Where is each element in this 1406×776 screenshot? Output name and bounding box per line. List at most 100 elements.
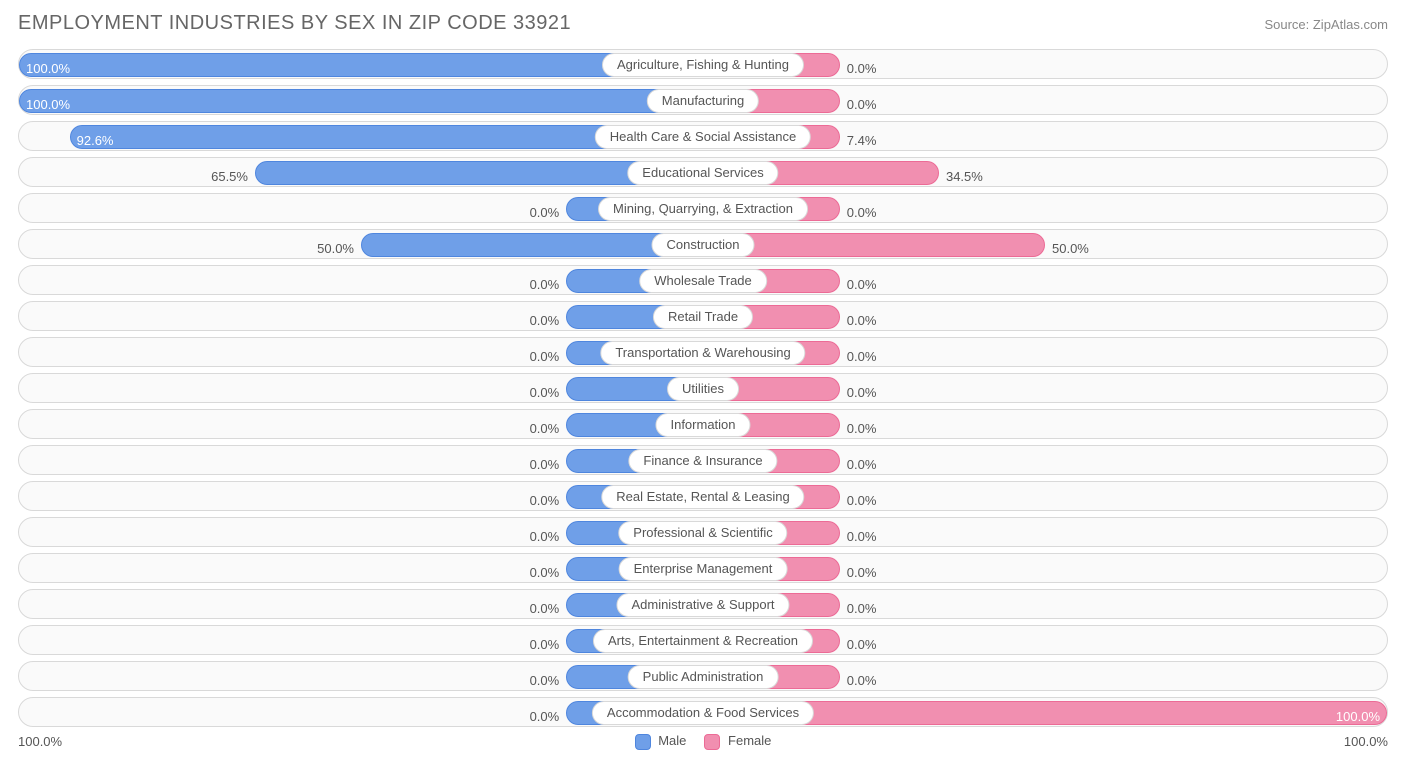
category-label: Wholesale Trade: [639, 269, 767, 293]
female-value: 0.0%: [839, 90, 877, 120]
female-value: 0.0%: [839, 270, 877, 300]
female-half: 0.0%: [703, 302, 1387, 330]
male-half: 0.0%: [19, 266, 703, 294]
male-value: 0.0%: [530, 342, 568, 372]
female-value: 0.0%: [839, 558, 877, 588]
chart-row: 0.0%0.0%Transportation & Warehousing: [18, 337, 1388, 367]
female-value: 0.0%: [839, 594, 877, 624]
male-half: 65.5%: [19, 158, 703, 186]
male-swatch-icon: [635, 734, 651, 750]
female-half: 0.0%: [703, 410, 1387, 438]
male-half: 0.0%: [19, 374, 703, 402]
male-value: 0.0%: [530, 666, 568, 696]
male-bar: 100.0%: [19, 89, 703, 113]
legend-female-label: Female: [728, 733, 771, 748]
male-half: 100.0%: [19, 86, 703, 114]
female-value: 7.4%: [839, 126, 877, 156]
chart-row: 100.0%0.0%Manufacturing: [18, 85, 1388, 115]
male-value: 0.0%: [530, 306, 568, 336]
male-value: 50.0%: [317, 234, 362, 264]
legend-male: Male: [635, 733, 687, 750]
category-label: Professional & Scientific: [618, 521, 787, 545]
female-value: 0.0%: [839, 342, 877, 372]
axis-right-label: 100.0%: [1344, 734, 1388, 749]
category-label: Educational Services: [627, 161, 778, 185]
chart-row: 0.0%0.0%Finance & Insurance: [18, 445, 1388, 475]
category-label: Utilities: [667, 377, 739, 401]
male-value: 0.0%: [530, 450, 568, 480]
chart-row: 50.0%50.0%Construction: [18, 229, 1388, 259]
chart-header: EMPLOYMENT INDUSTRIES BY SEX IN ZIP CODE…: [18, 12, 1388, 35]
male-half: 0.0%: [19, 554, 703, 582]
male-half: 0.0%: [19, 410, 703, 438]
female-swatch-icon: [704, 734, 720, 750]
female-value: 0.0%: [839, 522, 877, 552]
female-half: 0.0%: [703, 590, 1387, 618]
chart-row: 0.0%0.0%Arts, Entertainment & Recreation: [18, 625, 1388, 655]
category-label: Real Estate, Rental & Leasing: [601, 485, 804, 509]
male-half: 0.0%: [19, 662, 703, 690]
female-half: 34.5%: [703, 158, 1387, 186]
chart-row: 0.0%0.0%Mining, Quarrying, & Extraction: [18, 193, 1388, 223]
female-value: 0.0%: [839, 54, 877, 84]
male-value: 92.6%: [77, 126, 114, 156]
chart-title: EMPLOYMENT INDUSTRIES BY SEX IN ZIP CODE…: [18, 12, 571, 35]
chart-row: 0.0%0.0%Enterprise Management: [18, 553, 1388, 583]
chart-row: 0.0%0.0%Real Estate, Rental & Leasing: [18, 481, 1388, 511]
male-value: 0.0%: [530, 270, 568, 300]
female-value: 50.0%: [1044, 234, 1089, 264]
male-half: 0.0%: [19, 590, 703, 618]
category-label: Administrative & Support: [616, 593, 789, 617]
chart-row: 0.0%0.0%Utilities: [18, 373, 1388, 403]
category-label: Enterprise Management: [619, 557, 788, 581]
male-value: 0.0%: [530, 414, 568, 444]
female-value: 0.0%: [839, 198, 877, 228]
female-half: 0.0%: [703, 446, 1387, 474]
category-label: Finance & Insurance: [628, 449, 777, 473]
chart-row: 0.0%100.0%Accommodation & Food Services: [18, 697, 1388, 727]
male-value: 0.0%: [530, 198, 568, 228]
male-value: 100.0%: [26, 54, 70, 84]
male-value: 0.0%: [530, 594, 568, 624]
category-label: Transportation & Warehousing: [600, 341, 805, 365]
female-half: 50.0%: [703, 230, 1387, 258]
female-value: 0.0%: [839, 414, 877, 444]
male-half: 50.0%: [19, 230, 703, 258]
female-half: 0.0%: [703, 662, 1387, 690]
chart-row: 0.0%0.0%Professional & Scientific: [18, 517, 1388, 547]
chart-row: 0.0%0.0%Public Administration: [18, 661, 1388, 691]
category-label: Public Administration: [628, 665, 779, 689]
female-value: 0.0%: [839, 306, 877, 336]
male-half: 0.0%: [19, 446, 703, 474]
female-value: 100.0%: [1336, 702, 1380, 732]
male-half: 100.0%: [19, 50, 703, 78]
male-value: 0.0%: [530, 522, 568, 552]
axis-left-label: 100.0%: [18, 734, 62, 749]
category-label: Information: [655, 413, 750, 437]
female-half: 0.0%: [703, 338, 1387, 366]
female-value: 34.5%: [938, 162, 983, 192]
diverging-bar-chart: 100.0%0.0%Agriculture, Fishing & Hunting…: [18, 49, 1388, 727]
female-value: 0.0%: [839, 450, 877, 480]
female-value: 0.0%: [839, 630, 877, 660]
male-value: 0.0%: [530, 378, 568, 408]
category-label: Retail Trade: [653, 305, 753, 329]
category-label: Agriculture, Fishing & Hunting: [602, 53, 804, 77]
chart-row: 0.0%0.0%Information: [18, 409, 1388, 439]
female-value: 0.0%: [839, 378, 877, 408]
chart-footer: 100.0% Male Female 100.0%: [18, 733, 1388, 750]
male-value: 0.0%: [530, 558, 568, 588]
male-value: 0.0%: [530, 630, 568, 660]
female-half: 0.0%: [703, 86, 1387, 114]
category-label: Construction: [652, 233, 755, 257]
chart-row: 0.0%0.0%Wholesale Trade: [18, 265, 1388, 295]
female-half: 0.0%: [703, 518, 1387, 546]
male-value: 0.0%: [530, 486, 568, 516]
male-half: 0.0%: [19, 518, 703, 546]
legend-male-label: Male: [658, 733, 686, 748]
male-bar: 100.0%: [19, 53, 703, 77]
female-half: 0.0%: [703, 482, 1387, 510]
chart-row: 100.0%0.0%Agriculture, Fishing & Hunting: [18, 49, 1388, 79]
chart-row: 0.0%0.0%Retail Trade: [18, 301, 1388, 331]
category-label: Accommodation & Food Services: [592, 701, 814, 725]
